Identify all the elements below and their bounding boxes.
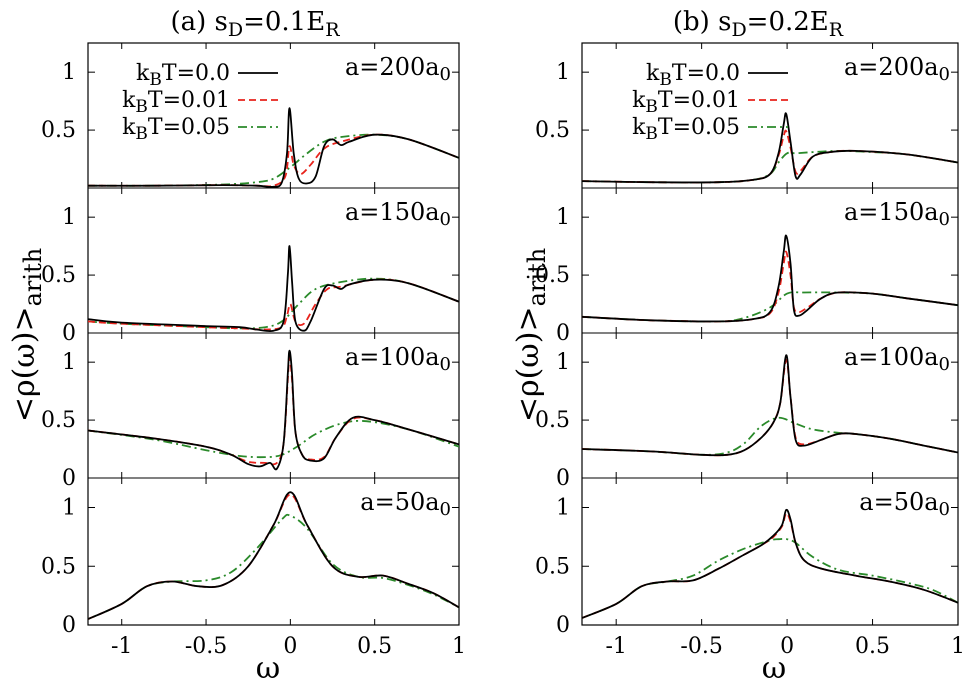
- panel-label: a=200a0: [844, 53, 950, 85]
- series-group: [88, 245, 459, 333]
- x-axis-label-left: ω: [256, 651, 280, 685]
- series-line-kbt-0-0: [88, 107, 459, 188]
- x-tick-label: -1: [111, 634, 132, 659]
- x-tick-label: -1: [605, 634, 626, 659]
- panel-label: a=200a0: [345, 53, 451, 85]
- x-tick-label: 1: [452, 634, 466, 659]
- legend-label: kBT=0.0: [136, 61, 230, 90]
- x-tick-label: 0.5: [855, 634, 890, 659]
- series-line-kbt-0-05: [88, 277, 459, 330]
- column-title-b: (b) sD=0.2ER: [673, 7, 844, 41]
- panel-label: a=50a0: [859, 488, 950, 520]
- y-tick-label: 0.5: [535, 554, 570, 579]
- series-line-kbt-0-05: [582, 416, 958, 456]
- series-line-kbt-0-01: [582, 512, 958, 619]
- legend-label: kBT=0.05: [632, 115, 740, 144]
- series-line-kbt-0-05: [88, 419, 459, 459]
- x-tick-label: 0.5: [357, 634, 392, 659]
- y-tick-label: 0: [62, 466, 76, 491]
- y-tick-label: 0: [62, 613, 76, 638]
- series-line-kbt-0-05: [582, 149, 958, 184]
- series-line-kbt-0-0: [88, 245, 459, 333]
- y-tick-label: 0: [62, 321, 76, 346]
- y-axis-label-left: <ρ(ω)>arith: [7, 248, 47, 422]
- panel-label: a=150a0: [844, 198, 950, 230]
- series-line-kbt-0-0: [582, 508, 958, 619]
- x-axis-label-right: ω: [762, 651, 786, 685]
- series-group: [582, 234, 958, 323]
- panel-label: a=100a0: [345, 343, 451, 375]
- series-line-kbt-0-05: [582, 537, 958, 619]
- x-tick-label: 1: [951, 634, 965, 659]
- y-tick-label: 1: [62, 496, 76, 521]
- y-tick-label: 0.5: [41, 408, 76, 433]
- y-tick-label: 1: [556, 496, 570, 521]
- plot-area: 0.5 1 a=200a0 0 0.5 1 a=150a0 0 0.5 1 a=100a0 0 0.5 1…: [41, 42, 965, 659]
- y-tick-label: 0.5: [41, 554, 76, 579]
- x-tick-label: -0.5: [680, 634, 722, 659]
- series-line-kbt-0-0: [88, 349, 459, 471]
- series-line-kbt-0-05: [88, 513, 459, 620]
- column-title-a: (a) sD=0.1ER: [170, 7, 340, 41]
- series-line-kbt-0-0: [582, 234, 958, 323]
- x-tick-label: 0: [283, 634, 297, 659]
- y-tick-label: 0: [556, 613, 570, 638]
- series-line-kbt-0-0: [582, 354, 958, 457]
- series-line-kbt-0-05: [582, 291, 958, 323]
- y-tick-label: 0.5: [535, 118, 570, 143]
- series-group: [88, 491, 459, 620]
- x-tick-label: -0.5: [185, 634, 227, 659]
- y-tick-label: 1: [556, 60, 570, 85]
- series-group: [88, 349, 459, 471]
- y-tick-label: 0: [556, 466, 570, 491]
- legend-label: kBT=0.0: [646, 61, 740, 90]
- y-tick-label: 0.5: [535, 408, 570, 433]
- y-tick-label: 1: [62, 350, 76, 375]
- y-axis-label-right: <ρ(ω)>arith: [511, 248, 551, 422]
- y-tick-label: 0.5: [41, 263, 76, 288]
- panel-label: a=50a0: [360, 488, 451, 520]
- y-tick-label: 1: [556, 205, 570, 230]
- legend-label: kBT=0.01: [122, 88, 230, 117]
- panel-label: a=100a0: [844, 343, 950, 375]
- series-group: [582, 508, 958, 619]
- series-line-kbt-0-01: [88, 356, 459, 466]
- series-group: [582, 354, 958, 457]
- series-line-kbt-0-0: [582, 112, 958, 184]
- y-tick-label: 0.5: [41, 118, 76, 143]
- series-line-kbt-0-0: [88, 491, 459, 620]
- series-line-kbt-0-01: [88, 278, 459, 331]
- x-tick-label: 0: [780, 634, 794, 659]
- y-tick-label: 1: [62, 205, 76, 230]
- y-tick-label: 1: [556, 350, 570, 375]
- y-tick-label: 0: [556, 321, 570, 346]
- series-group: [88, 107, 459, 188]
- panel-label: a=150a0: [345, 198, 451, 230]
- series-group: [582, 112, 958, 184]
- y-tick-label: 0.5: [535, 263, 570, 288]
- legend-label: kBT=0.05: [122, 115, 230, 144]
- y-tick-label: 1: [62, 60, 76, 85]
- legend-label: kBT=0.01: [632, 88, 740, 117]
